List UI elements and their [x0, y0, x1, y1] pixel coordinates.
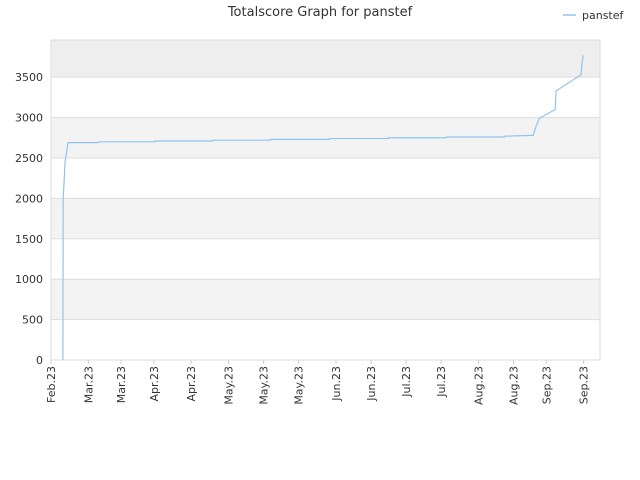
- grid-band: [51, 198, 600, 239]
- x-tick-label: May.23: [223, 366, 236, 405]
- chart-title: Totalscore Graph for panstef: [227, 5, 413, 20]
- y-tick-label: 3000: [15, 112, 43, 125]
- x-tick-label: Jul.23: [400, 366, 413, 398]
- x-tick-label: Sep.23: [578, 366, 591, 404]
- x-tick-label: Mar.23: [82, 366, 95, 403]
- y-tick-label: 2000: [15, 192, 43, 205]
- y-tick-label: 500: [22, 314, 43, 327]
- x-tick-label: Feb.23: [45, 366, 58, 403]
- x-tick-label: Mar.23: [115, 366, 128, 403]
- x-tick-label: Aug.23: [508, 366, 521, 405]
- y-tick-label: 1500: [15, 233, 43, 246]
- plot-border: [50, 39, 601, 361]
- y-tick-label: 0: [36, 354, 43, 367]
- grid-band: [51, 117, 600, 158]
- line: [62, 55, 584, 361]
- x-tick-label: May.23: [293, 366, 306, 405]
- x-tick-label: May.23: [258, 366, 271, 405]
- x-tick-label: Jun.23: [330, 366, 343, 402]
- x-tick-label: Jun.23: [365, 366, 378, 402]
- y-tick-label: 3500: [15, 71, 43, 84]
- legend-label: panstef: [582, 9, 625, 22]
- y-tick-label: 2500: [15, 152, 43, 165]
- grid-band: [51, 279, 600, 320]
- grid-band: [51, 40, 600, 78]
- x-tick-label: Sep.23: [540, 366, 553, 404]
- x-tick-label: Aug.23: [473, 366, 486, 405]
- x-tick-label: Apr.23: [185, 366, 198, 402]
- x-tick-label: Jul.23: [435, 366, 448, 398]
- y-tick-label: 1000: [15, 273, 43, 286]
- x-tick-label: Apr.23: [148, 366, 161, 402]
